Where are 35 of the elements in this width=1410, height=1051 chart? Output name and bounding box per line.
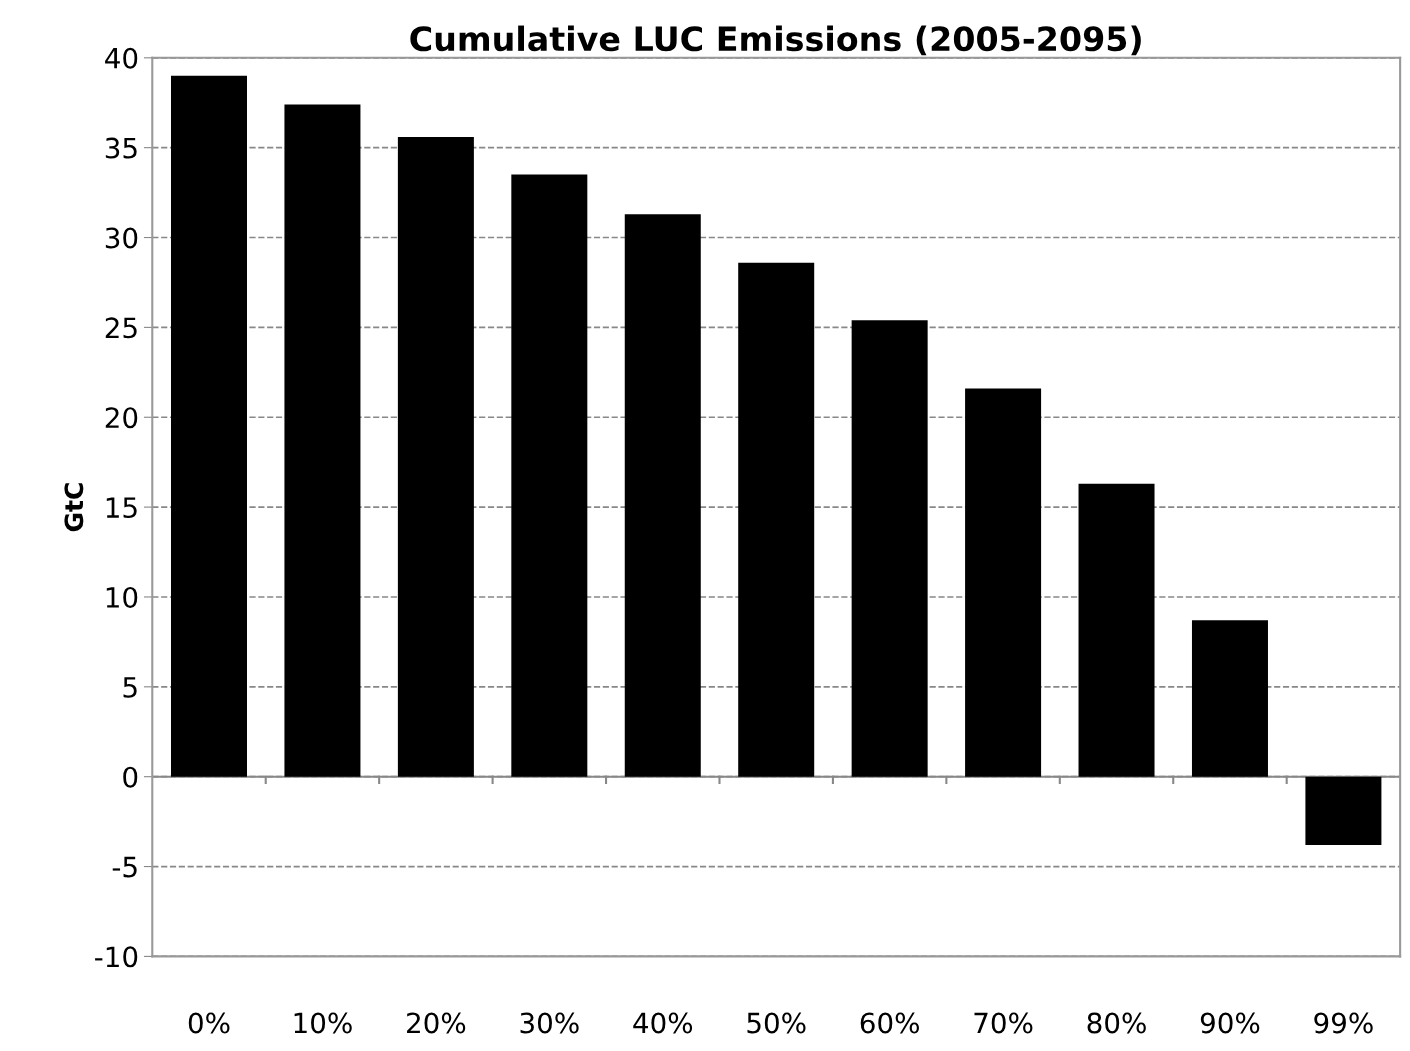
x-tick-label: 80% [1087, 1012, 1146, 1034]
y-axis-title: GtC [64, 483, 84, 532]
y-tick-label: 0 [123, 766, 138, 788]
x-tick-label: 70% [974, 1012, 1033, 1034]
y-tick-label: 20 [105, 407, 138, 429]
bar [738, 262, 815, 777]
bar [1078, 483, 1155, 777]
chart-title: Cumulative LUC Emissions (2005-2095) [410, 25, 1141, 56]
x-tick-label: 0% [188, 1012, 230, 1034]
bar [511, 174, 588, 777]
bar [1191, 620, 1268, 777]
x-tick-label: 90% [1200, 1012, 1260, 1034]
bar [851, 320, 928, 777]
y-tick-label: 35 [105, 137, 137, 159]
x-tick-label: 99% [1314, 1012, 1373, 1034]
y-tick-label: 25 [105, 317, 137, 339]
y-tick-label: -10 [95, 946, 138, 968]
bar [397, 136, 474, 777]
x-tick-label: 40% [633, 1012, 693, 1034]
y-tick-label: 10 [106, 586, 138, 608]
x-tick-label: 10% [294, 1012, 352, 1034]
x-tick-label: 60% [860, 1012, 919, 1034]
y-tick-label: -5 [112, 856, 137, 878]
x-tick-label: 20% [407, 1012, 466, 1034]
y-tick-label: 5 [123, 677, 137, 698]
bar [1305, 776, 1382, 845]
bar [624, 214, 701, 777]
y-tick-label: 30 [105, 227, 138, 249]
bar [284, 104, 361, 777]
x-tick-label: 50% [747, 1012, 806, 1034]
bar [171, 75, 247, 777]
y-tick-label: 15 [106, 497, 137, 519]
x-tick-label: 30% [520, 1012, 579, 1034]
y-tick-label: 40 [105, 47, 138, 69]
bar [965, 388, 1042, 777]
